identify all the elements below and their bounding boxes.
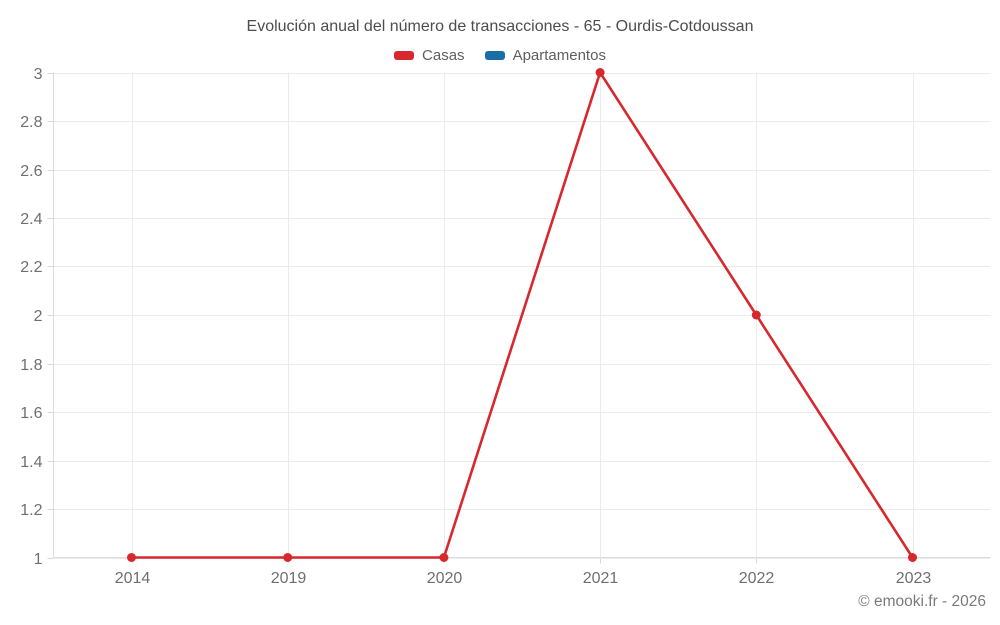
- y-axis-label: 1: [34, 551, 43, 568]
- y-axis-label: 2.4: [20, 211, 42, 228]
- x-axis-label: 2019: [271, 570, 307, 587]
- y-axis-label: 2: [34, 308, 43, 325]
- legend-item-casas[interactable]: Casas: [394, 47, 465, 64]
- y-axis-label: 2.8: [20, 114, 42, 131]
- data-point-marker-casas-2021[interactable]: [595, 68, 605, 77]
- data-point-marker-casas-2014[interactable]: [127, 553, 136, 562]
- y-axis-label: 2.2: [20, 259, 42, 276]
- legend: Casas Apartamentos: [0, 47, 1000, 64]
- y-axis-label: 1.8: [20, 357, 42, 374]
- legend-label: Apartamentos: [512, 47, 606, 64]
- legend-label: Casas: [422, 47, 465, 64]
- y-axis-label: 1.6: [20, 405, 42, 422]
- y-axis-label: 3: [34, 66, 43, 83]
- y-axis-label: 1.4: [20, 454, 42, 471]
- data-point-marker-casas-2020[interactable]: [439, 553, 449, 562]
- x-axis-label: 2020: [427, 570, 463, 587]
- y-axis-label: 2.6: [20, 163, 42, 180]
- data-point-marker-casas-2023[interactable]: [908, 553, 917, 562]
- x-axis-label: 2014: [115, 570, 151, 587]
- legend-item-apartamentos[interactable]: Apartamentos: [484, 47, 606, 64]
- data-point-marker-casas-2022[interactable]: [751, 310, 761, 320]
- x-axis-label: 2021: [583, 570, 619, 587]
- series-line-casas: [130, 71, 914, 559]
- data-point-marker-casas-2019[interactable]: [283, 553, 293, 562]
- y-axis-label: 1.2: [20, 502, 42, 519]
- x-axis-label: 2023: [896, 570, 932, 587]
- chart-title: Evolución anual del número de transaccio…: [246, 18, 754, 35]
- legend-swatch-casas: [394, 51, 415, 60]
- legend-swatch-apartamentos: [484, 51, 505, 60]
- x-axis-label: 2022: [739, 570, 775, 587]
- copyright-watermark: © emooki.fr - 2026: [858, 593, 986, 610]
